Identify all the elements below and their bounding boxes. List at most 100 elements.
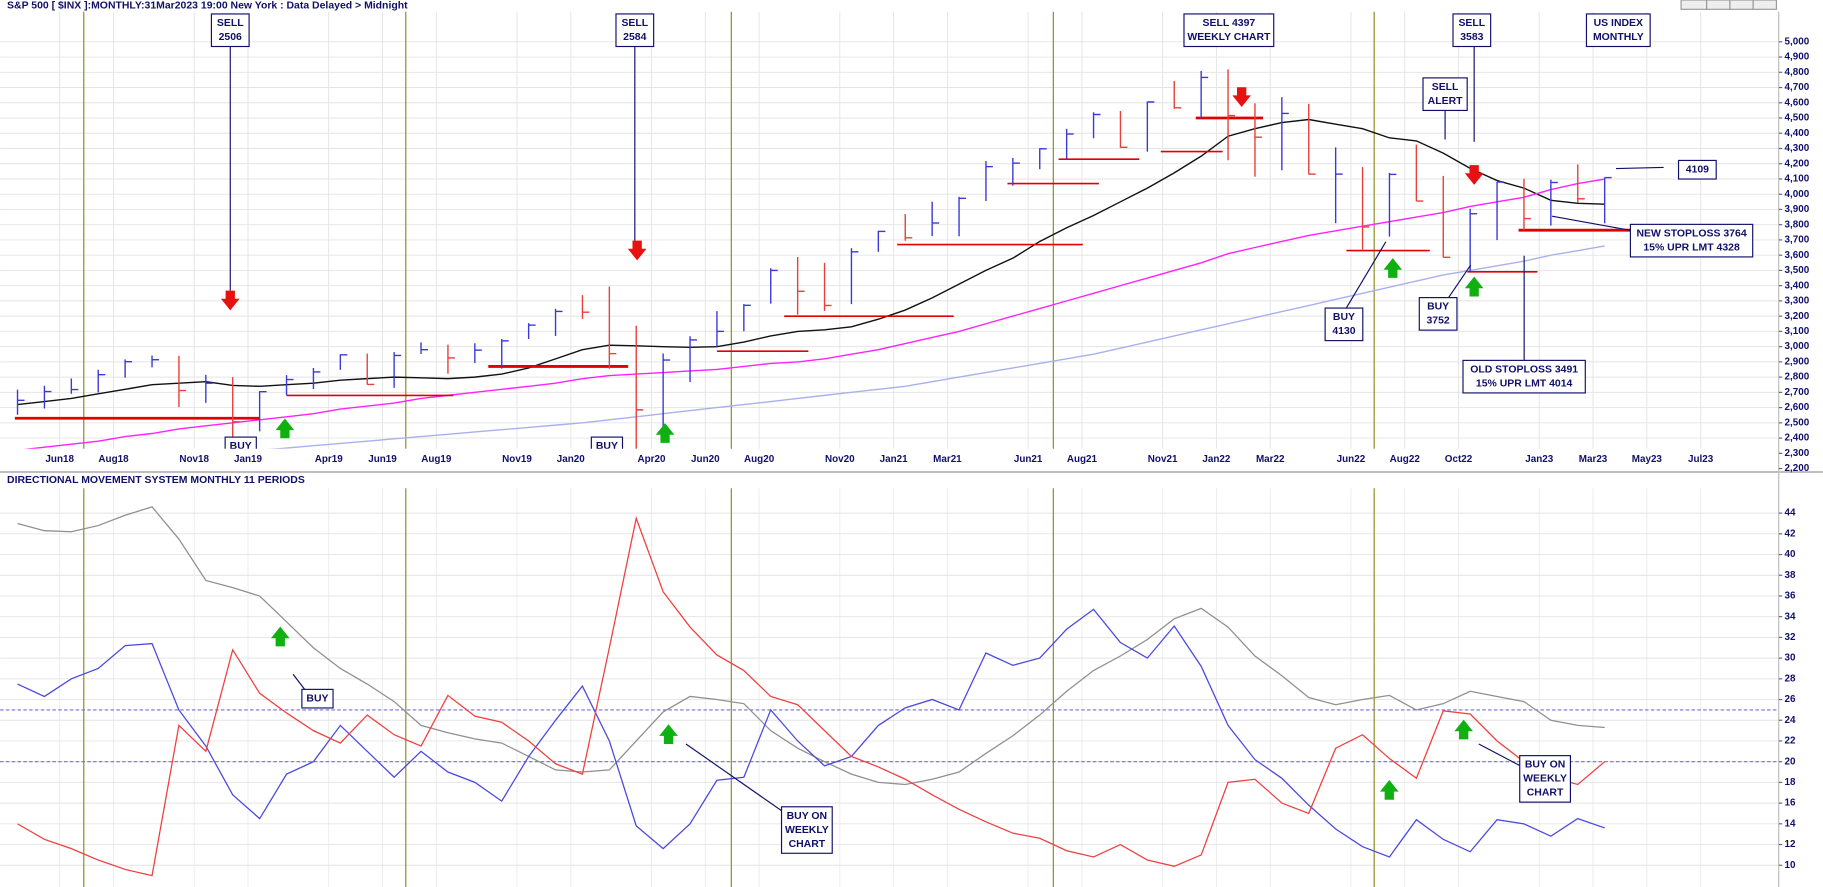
indicator-line — [17, 608, 1605, 858]
buy-arrow — [1454, 719, 1473, 740]
annotation-box — [1452, 13, 1492, 48]
x-tick-label: Nov20 — [825, 454, 855, 465]
nav-first[interactable] — [1680, 0, 1708, 10]
annotation-text: BUY ON — [1525, 760, 1565, 771]
x-tick-label: Aug19 — [421, 454, 452, 465]
sell-arrow — [1232, 87, 1251, 107]
x-tick-label: Jun22 — [1337, 454, 1366, 465]
connector — [1551, 215, 1636, 232]
chart-title: S&P 500 [ $INX ]:MONTHLY:31Mar2023 19:00… — [7, 1, 408, 12]
connector — [1345, 241, 1387, 309]
connector — [1478, 743, 1524, 768]
x-tick-label: Nov18 — [179, 454, 209, 465]
arrows — [220, 87, 1484, 800]
y-tick-label: 3,100 — [1785, 326, 1810, 337]
x-tick-label: Mar21 — [933, 454, 962, 465]
x-tick-label: Nov21 — [1148, 454, 1178, 465]
y-tick-label: 3,600 — [1785, 250, 1810, 261]
sell-arrow — [1464, 165, 1484, 185]
y-tick-label: 2,700 — [1785, 387, 1810, 398]
annotation-text: US INDEX — [1594, 18, 1643, 29]
x-tick-label: Jul23 — [1688, 454, 1714, 465]
x-tick-label: Jan23 — [1525, 454, 1554, 465]
y-tick-label: 4,100 — [1785, 174, 1810, 185]
y-tick-label: 4,300 — [1785, 143, 1810, 154]
buy-arrow — [659, 724, 678, 745]
nav-next[interactable] — [1729, 0, 1754, 10]
indicator-title: DIRECTIONAL MOVEMENT SYSTEM MONTHLY 11 P… — [7, 475, 305, 486]
indicator-line — [17, 506, 1605, 786]
x-tick-label: Jan22 — [1202, 454, 1231, 465]
annotation-text: 2506 — [219, 32, 242, 43]
sell-arrow — [220, 290, 240, 311]
annotation-text: 3583 — [1460, 32, 1483, 43]
annotation-box — [1519, 755, 1571, 803]
y-tick-label: 32 — [1785, 632, 1796, 643]
annotation-box — [1677, 159, 1717, 180]
annotation-text: WEEKLY — [785, 825, 829, 836]
annotation-text: SELL — [1458, 18, 1485, 29]
annotation-text: BUY — [596, 441, 618, 452]
annotation-text: 4130 — [1332, 326, 1355, 337]
x-tick-label: Oct22 — [1445, 454, 1473, 465]
y-tick-label: 4,800 — [1785, 67, 1810, 78]
annotation-text: WEEKLY — [1523, 774, 1567, 785]
annotation-box — [780, 806, 833, 854]
annotation-text: WEEKLY CHART — [1187, 32, 1271, 43]
y-tick-label: 24 — [1785, 715, 1796, 726]
y-tick-label: 10 — [1785, 860, 1796, 871]
x-tick-label: Aug22 — [1390, 454, 1421, 465]
y-tick-label: 3,700 — [1785, 235, 1810, 246]
y-tick-label: 4,400 — [1785, 128, 1810, 139]
x-tick-label: May23 — [1632, 454, 1663, 465]
nav-last[interactable] — [1752, 0, 1777, 10]
y-tick-label: 2,500 — [1785, 417, 1810, 428]
annotation-text: SELL — [1432, 82, 1459, 93]
y-tick-label: 16 — [1785, 798, 1796, 809]
y-tick-label: 4,900 — [1785, 52, 1810, 63]
x-tick-label: Jan20 — [557, 454, 586, 465]
annotation-text: 15% UPR LMT 4014 — [1476, 378, 1573, 389]
connector — [1448, 264, 1472, 298]
annotation-text: BUY ON — [787, 811, 827, 822]
annotation-box — [590, 436, 624, 449]
x-tick-label: Mar23 — [1579, 454, 1608, 465]
y-tick-label: 3,900 — [1785, 204, 1810, 215]
nav-buttons[interactable] — [1680, 0, 1777, 10]
x-tick-label: Jun21 — [1014, 454, 1043, 465]
annotation-text: BUY — [1427, 302, 1449, 313]
annotation-box — [1422, 77, 1468, 112]
annotation-box — [210, 13, 250, 48]
x-tick-label: Aug21 — [1067, 454, 1098, 465]
y-tick-label: 3,300 — [1785, 296, 1810, 307]
moving-average — [24, 178, 1605, 449]
y-tick-label: 14 — [1785, 818, 1796, 829]
x-tick-label: Aug20 — [744, 454, 775, 465]
annotation-text: 2584 — [623, 32, 646, 43]
annotation-box — [1629, 223, 1754, 258]
y-tick-label: 18 — [1785, 777, 1796, 788]
y-tick-label: 20 — [1785, 756, 1796, 767]
y-tick-label: 4,600 — [1785, 97, 1810, 108]
annotation-text: 4109 — [1686, 164, 1709, 175]
nav-prev[interactable] — [1706, 0, 1731, 10]
buy-arrow — [1379, 780, 1399, 800]
annotation-text: 3752 — [1426, 316, 1449, 327]
y-tick-label: 2,300 — [1785, 448, 1810, 459]
y-tick-label: 4,000 — [1785, 189, 1810, 200]
x-tick-label: Jun19 — [368, 454, 397, 465]
annotation-text: BUY — [230, 441, 252, 452]
y-tick-label: 4,700 — [1785, 82, 1810, 93]
x-tick-label: Jan19 — [234, 454, 263, 465]
annotation-box — [1585, 13, 1651, 48]
annotation-box — [301, 688, 334, 709]
y-tick-label: 42 — [1785, 528, 1796, 539]
y-tick-label: 40 — [1785, 549, 1796, 560]
moving-average — [17, 118, 1605, 406]
annotation-text: NEW STOPLOSS 3764 — [1636, 228, 1746, 239]
x-tick-label: Apr20 — [638, 454, 666, 465]
y-tick-label: 2,600 — [1785, 402, 1810, 413]
moving-average — [269, 245, 1605, 449]
